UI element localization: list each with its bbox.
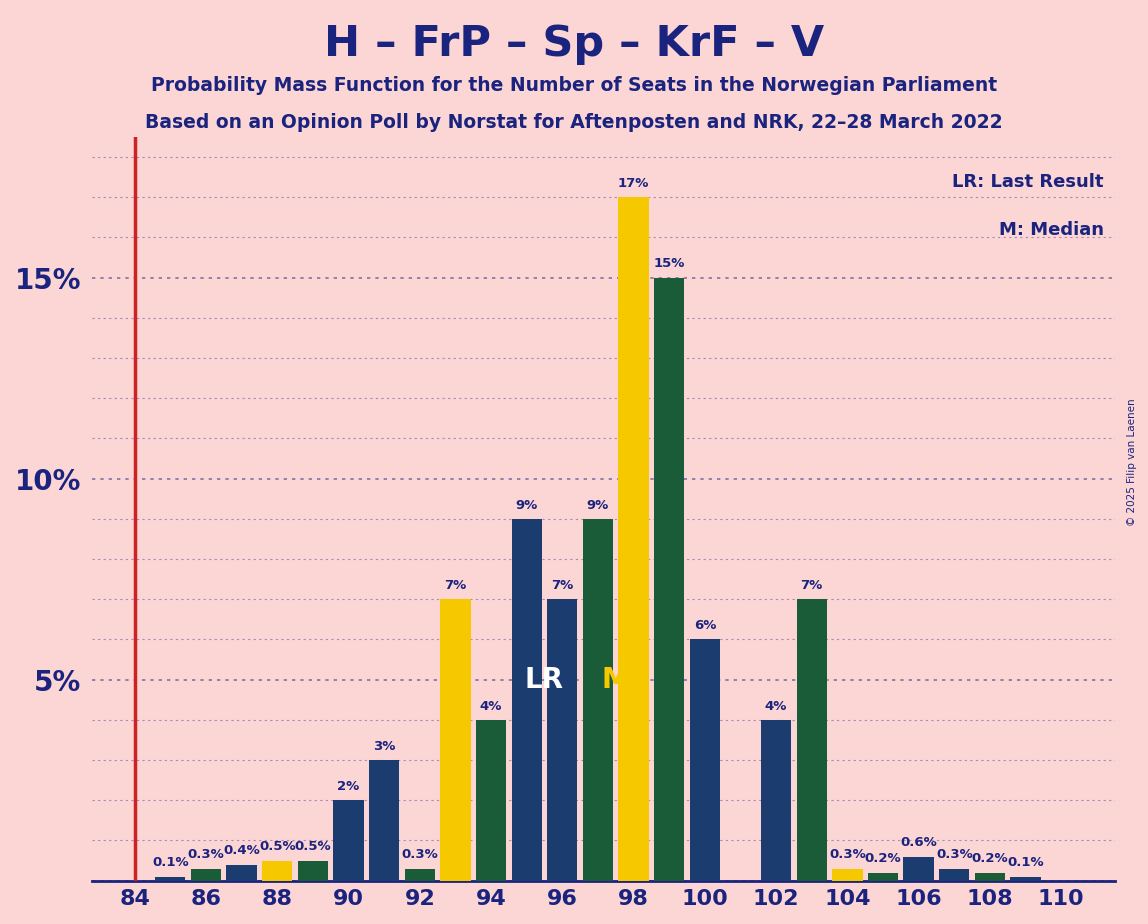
Bar <box>654 278 684 881</box>
Text: M: Median: M: Median <box>999 222 1104 239</box>
Text: 2%: 2% <box>338 780 359 793</box>
Bar <box>297 860 328 881</box>
Bar <box>1010 877 1041 881</box>
Text: LR: LR <box>525 665 564 694</box>
Bar <box>262 860 293 881</box>
Text: 15%: 15% <box>653 258 685 271</box>
Text: 0.4%: 0.4% <box>223 845 259 857</box>
Bar <box>476 720 506 881</box>
Bar <box>903 857 933 881</box>
Text: H – FrP – Sp – KrF – V: H – FrP – Sp – KrF – V <box>324 23 824 65</box>
Text: © 2025 Filip van Laenen: © 2025 Filip van Laenen <box>1127 398 1137 526</box>
Text: 4%: 4% <box>480 699 502 712</box>
Bar <box>690 639 720 881</box>
Bar <box>975 872 1004 881</box>
Text: 17%: 17% <box>618 177 650 190</box>
Text: 4%: 4% <box>765 699 788 712</box>
Bar <box>512 519 542 881</box>
Text: 9%: 9% <box>515 499 537 512</box>
Text: 7%: 7% <box>444 579 466 592</box>
Bar <box>404 869 435 881</box>
Bar <box>333 800 364 881</box>
Text: Probability Mass Function for the Number of Seats in the Norwegian Parliament: Probability Mass Function for the Number… <box>150 76 998 95</box>
Bar <box>939 869 969 881</box>
Text: 9%: 9% <box>587 499 610 512</box>
Text: M: M <box>602 665 629 694</box>
Bar <box>369 760 400 881</box>
Text: 0.5%: 0.5% <box>259 840 295 854</box>
Text: 0.3%: 0.3% <box>187 848 224 861</box>
Text: 0.6%: 0.6% <box>900 836 937 849</box>
Text: Based on an Opinion Poll by Norstat for Aftenposten and NRK, 22–28 March 2022: Based on an Opinion Poll by Norstat for … <box>145 113 1003 132</box>
Bar <box>797 600 827 881</box>
Text: 7%: 7% <box>551 579 573 592</box>
Text: LR: Last Result: LR: Last Result <box>953 173 1104 191</box>
Text: 0.2%: 0.2% <box>864 853 901 866</box>
Text: 0.3%: 0.3% <box>936 848 972 861</box>
Text: 0.3%: 0.3% <box>829 848 866 861</box>
Bar <box>868 872 898 881</box>
Bar <box>440 600 471 881</box>
Text: 0.3%: 0.3% <box>402 848 439 861</box>
Bar <box>619 197 649 881</box>
Bar <box>832 869 862 881</box>
Text: 7%: 7% <box>800 579 823 592</box>
Bar <box>761 720 791 881</box>
Bar <box>548 600 577 881</box>
Bar <box>155 877 186 881</box>
Bar <box>191 869 222 881</box>
Text: 0.5%: 0.5% <box>295 840 331 854</box>
Bar <box>583 519 613 881</box>
Bar <box>226 865 257 881</box>
Text: 3%: 3% <box>373 740 395 753</box>
Text: 0.2%: 0.2% <box>971 853 1008 866</box>
Text: 6%: 6% <box>693 619 716 632</box>
Text: 0.1%: 0.1% <box>152 857 188 869</box>
Text: 0.1%: 0.1% <box>1007 857 1044 869</box>
